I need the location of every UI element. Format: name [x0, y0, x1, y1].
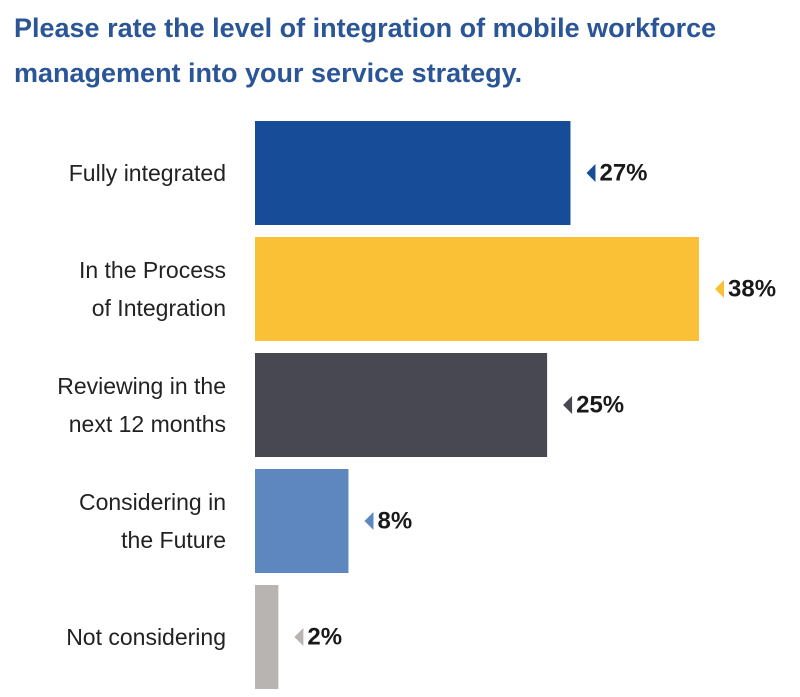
category-label-2-line-0: Reviewing in the	[57, 373, 226, 399]
category-label-3-line-0: Considering in	[79, 489, 226, 515]
value-label-0: 27%	[599, 160, 647, 187]
value-label-4: 2%	[307, 624, 342, 651]
bar-4	[255, 585, 279, 689]
chart-title: Please rate the level of integration of …	[14, 6, 794, 96]
category-label-1-line-1: of Integration	[92, 295, 226, 321]
bar-2	[255, 353, 548, 457]
pointer-marker-2	[563, 396, 573, 414]
value-label-2: 25%	[576, 392, 624, 419]
bar-3	[255, 469, 349, 573]
bar-0	[255, 121, 571, 225]
category-label-2-line-1: next 12 months	[69, 411, 226, 437]
category-label-3-line-1: the Future	[121, 527, 226, 553]
category-label-0-line-0: Fully integrated	[69, 160, 226, 186]
value-label-3: 8%	[377, 508, 412, 535]
value-label-1: 38%	[728, 276, 776, 303]
pointer-marker-4	[294, 628, 304, 646]
chart-title-line-2: management into your service strategy.	[14, 58, 523, 88]
pointer-marker-0	[586, 164, 596, 182]
category-label-1-line-0: In the Process	[79, 257, 226, 283]
category-label-4-line-0: Not considering	[66, 624, 226, 650]
pointer-marker-1	[715, 280, 724, 298]
chart-title-line-1: Please rate the level of integration of …	[14, 13, 717, 43]
bar-1	[255, 237, 699, 341]
pointer-marker-3	[364, 512, 374, 530]
